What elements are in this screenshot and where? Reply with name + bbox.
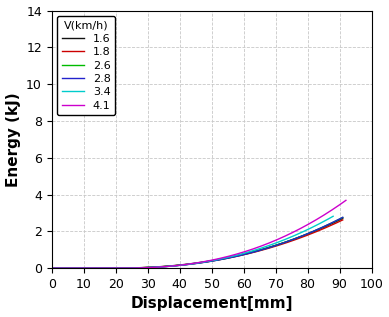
1.8 xyxy=(49,266,54,270)
4.1 xyxy=(343,198,348,202)
2.6 xyxy=(311,230,315,233)
Legend: 1.6, 1.8, 2.6, 2.8, 3.4, 4.1: 1.6, 1.8, 2.6, 2.8, 3.4, 4.1 xyxy=(57,16,115,115)
2.6 xyxy=(142,266,147,269)
3.4 xyxy=(331,214,335,218)
4.1 xyxy=(266,241,271,245)
1.6 xyxy=(310,230,315,234)
Line: 1.8: 1.8 xyxy=(52,220,343,268)
1.6 xyxy=(261,247,266,251)
1.6 xyxy=(139,266,144,269)
2.8 xyxy=(144,266,148,269)
4.1 xyxy=(254,246,259,249)
1.8 xyxy=(340,218,345,222)
Y-axis label: Energy (kJ): Energy (kJ) xyxy=(5,92,21,187)
4.1 xyxy=(49,266,54,270)
4.1 xyxy=(300,226,305,230)
Line: 3.4: 3.4 xyxy=(52,216,333,268)
2.6 xyxy=(251,250,256,254)
2.6 xyxy=(263,247,267,251)
Line: 2.8: 2.8 xyxy=(52,217,343,268)
2.8 xyxy=(130,266,134,270)
1.6 xyxy=(340,217,345,220)
1.6 xyxy=(296,236,300,240)
3.4 xyxy=(130,266,135,270)
2.6 xyxy=(340,216,345,219)
1.8 xyxy=(250,251,255,255)
3.4 xyxy=(49,266,54,270)
4.1 xyxy=(133,266,137,270)
1.6 xyxy=(49,266,54,270)
3.4 xyxy=(144,266,148,269)
1.6 xyxy=(249,250,254,254)
1.8 xyxy=(296,237,301,241)
2.8 xyxy=(297,235,301,239)
1.8 xyxy=(127,266,131,270)
1.6 xyxy=(125,266,130,270)
Line: 2.6: 2.6 xyxy=(52,217,343,268)
2.6 xyxy=(49,266,54,270)
2.6 xyxy=(128,266,133,270)
4.1 xyxy=(147,266,151,269)
3.4 xyxy=(303,229,307,233)
1.8 xyxy=(310,231,315,235)
2.8 xyxy=(340,216,345,219)
2.8 xyxy=(311,230,315,233)
2.8 xyxy=(251,250,256,254)
3.4 xyxy=(246,250,251,254)
2.8 xyxy=(263,247,268,251)
4.1 xyxy=(314,218,319,222)
2.8 xyxy=(49,266,54,270)
1.8 xyxy=(141,266,145,269)
Line: 4.1: 4.1 xyxy=(52,200,346,268)
X-axis label: Displacement[mm]: Displacement[mm] xyxy=(130,296,293,311)
3.4 xyxy=(289,235,294,239)
3.4 xyxy=(257,247,262,250)
2.6 xyxy=(296,235,301,239)
Line: 1.6: 1.6 xyxy=(52,218,343,268)
1.8 xyxy=(262,248,266,251)
